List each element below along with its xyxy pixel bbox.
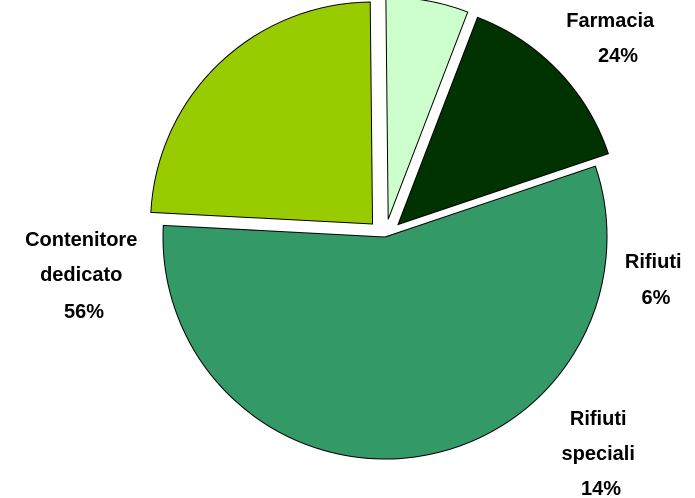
pie-slices (150, 0, 610, 460)
pie-labels: Farmacia 24% Rifiuti 6% Rifiuti speciali… (25, 10, 687, 498)
slice-farmacia (150, 1, 374, 225)
slice-rifiuti-speciali (397, 16, 610, 226)
slice-contenitore-dedicato (162, 165, 608, 460)
label-rifiuti: Rifiuti 6% (625, 251, 687, 309)
label-farmacia: Farmacia 24% (566, 10, 659, 67)
slice-rifiuti (385, 0, 469, 220)
label-rifiuti-speciali: Rifiuti speciali 14% (562, 408, 641, 498)
label-contenitore-dedicato: Contenitore dedicato 56% (25, 229, 143, 323)
